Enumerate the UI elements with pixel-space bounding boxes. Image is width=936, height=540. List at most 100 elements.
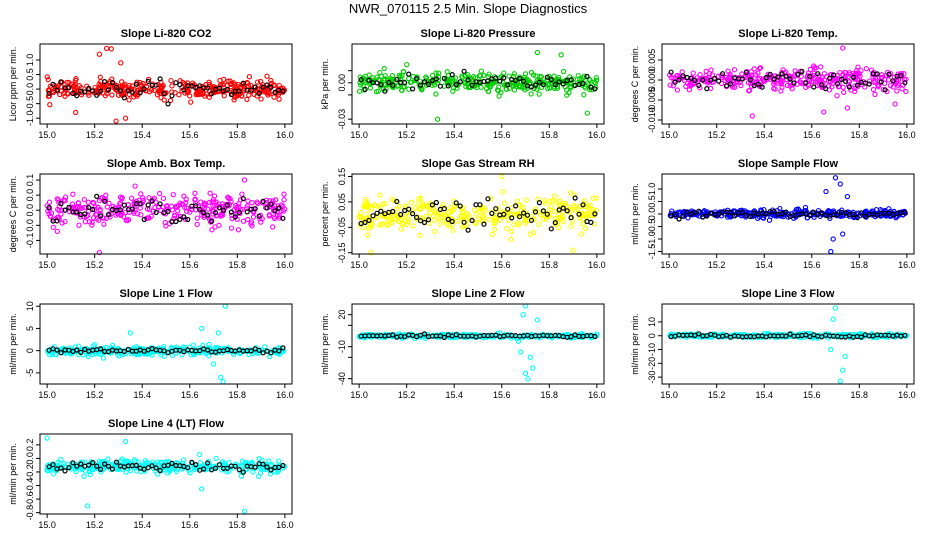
plot-frame — [351, 173, 605, 255]
data-point — [536, 221, 542, 228]
mean-point — [536, 200, 543, 206]
data-point — [890, 84, 896, 90]
chart-panel-9: Slope Line 3 Flow 15.0 15.2 15.4 15.6 15.8 16.… — [630, 288, 916, 400]
mean-point — [870, 71, 876, 77]
mean-point — [145, 78, 151, 85]
outlier-point — [103, 45, 110, 52]
data-point — [207, 190, 213, 196]
data-point — [50, 224, 56, 231]
data-point — [582, 85, 589, 91]
mean-point — [803, 80, 809, 86]
outlier-point — [520, 312, 526, 318]
data-point — [485, 88, 492, 94]
mean-point — [101, 198, 108, 204]
data-point — [246, 92, 252, 98]
data-point — [44, 74, 50, 80]
y-tick-label: 0.5 — [647, 195, 657, 208]
mean-point — [197, 206, 203, 212]
plot-frame — [39, 433, 293, 515]
mean-point — [216, 462, 223, 468]
chart-panel-6: Slope Sample Flow 15.0 15.2 15.4 15.6 15.8 16.… — [630, 158, 916, 270]
data-point — [587, 77, 593, 83]
mean-point — [370, 213, 376, 219]
data-point — [586, 205, 592, 211]
data-point — [575, 73, 581, 79]
y-tick-label: -0.8 — [25, 505, 35, 521]
mean-point — [696, 208, 702, 214]
mean-point — [46, 204, 52, 211]
data-point — [206, 341, 212, 348]
mean-point — [584, 73, 590, 80]
y-tick-label: 5 — [25, 326, 35, 331]
data-point — [528, 91, 534, 97]
data-point — [685, 215, 691, 221]
data-point — [240, 218, 247, 224]
outlier-point — [404, 61, 410, 68]
mean-point — [358, 77, 364, 83]
data-point — [184, 205, 190, 211]
x-tick-label: 16.0 — [898, 130, 916, 140]
data-point — [160, 195, 167, 202]
mean-point — [512, 77, 519, 84]
mean-point — [121, 95, 128, 101]
data-point — [194, 221, 200, 228]
mean-point — [417, 82, 424, 88]
data-point — [244, 203, 251, 209]
data-point — [89, 222, 95, 228]
data-point — [853, 71, 860, 78]
data-point — [751, 66, 757, 72]
data-point — [692, 79, 698, 85]
mean-point — [58, 201, 64, 207]
mean-point — [417, 218, 424, 224]
mean-point — [815, 71, 821, 77]
data-point — [424, 204, 430, 210]
mean-point — [421, 219, 428, 226]
data-point — [429, 72, 436, 79]
mean-point — [811, 209, 817, 216]
data-point — [122, 81, 128, 87]
data-point — [255, 350, 262, 356]
mean-point — [66, 465, 72, 471]
mean-point — [382, 88, 388, 94]
mean-point — [121, 202, 128, 208]
data-point — [239, 463, 245, 469]
mean-point — [137, 90, 143, 96]
data-point — [430, 213, 436, 219]
mean-point — [406, 206, 412, 212]
data-point — [244, 466, 250, 473]
data-point — [373, 89, 380, 95]
outlier-point — [44, 435, 50, 441]
mean-point — [94, 92, 100, 98]
mean-point — [505, 206, 511, 212]
mean-point — [807, 212, 813, 218]
mean-point — [272, 208, 278, 214]
data-point — [267, 91, 273, 97]
data-point — [170, 191, 176, 198]
mean-point — [489, 210, 495, 216]
outlier-point — [434, 116, 441, 122]
mean-point — [209, 218, 215, 224]
mean-point — [680, 213, 686, 219]
data-point — [423, 74, 429, 80]
data-point — [194, 215, 200, 221]
data-point — [276, 213, 283, 219]
mean-point — [117, 207, 124, 213]
mean-point — [58, 350, 64, 356]
data-point — [879, 74, 885, 81]
mean-point — [811, 84, 817, 90]
data-point — [46, 199, 53, 205]
data-point — [532, 206, 538, 212]
chart-title: Slope Li-820 Pressure — [421, 28, 536, 40]
data-point — [551, 208, 557, 215]
x-tick-label: 15.6 — [493, 130, 511, 140]
data-point — [530, 72, 537, 78]
mean-point — [524, 212, 531, 218]
data-point — [551, 193, 558, 199]
mean-point — [117, 88, 124, 94]
x-tick-label: 16.0 — [588, 260, 606, 270]
x-tick-label: 15.4 — [755, 130, 773, 140]
outlier-point — [215, 330, 221, 336]
data-point — [85, 353, 91, 360]
outlier-point — [368, 250, 374, 256]
x-tick-label: 15.2 — [708, 260, 726, 270]
